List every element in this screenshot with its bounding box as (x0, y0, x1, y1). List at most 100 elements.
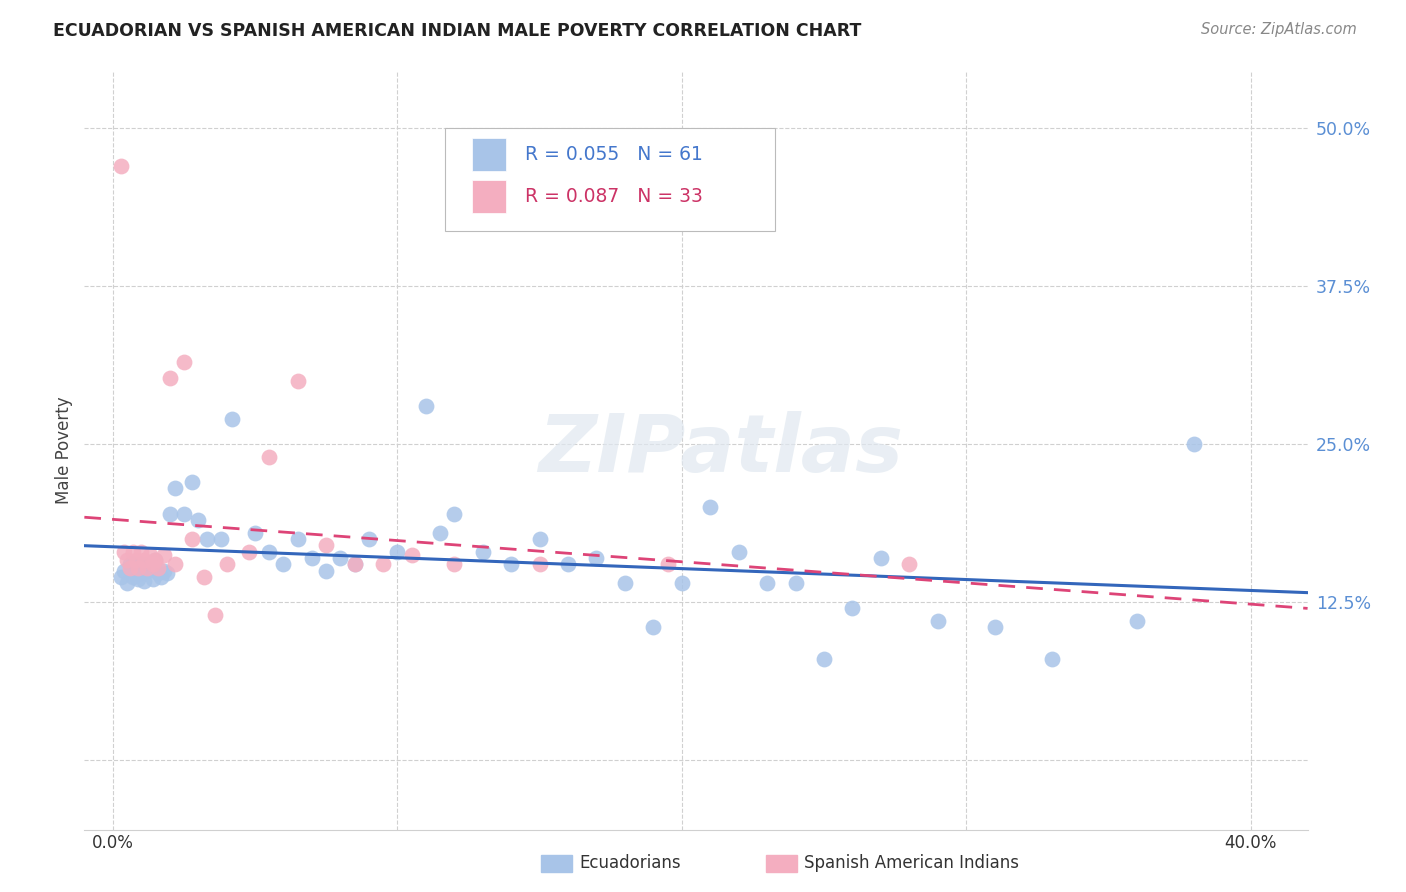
Point (1040, 652, 1063, 666)
Point (127, 573, 149, 587)
Point (142, 557, 165, 572)
Y-axis label: Male Poverty: Male Poverty (55, 397, 73, 504)
Point (150, 570, 173, 584)
Point (927, 614, 949, 628)
Point (387, 544, 409, 558)
Point (173, 507, 195, 521)
Point (181, 532, 204, 546)
Point (756, 576, 779, 591)
Point (129, 544, 152, 558)
Point (1182, 437, 1205, 451)
Point (112, 544, 135, 558)
Point (209, 532, 232, 546)
Point (121, 570, 143, 584)
Point (301, 550, 323, 565)
Point (132, 553, 155, 567)
Text: Source: ZipAtlas.com: Source: ZipAtlas.com (1201, 22, 1357, 37)
Point (129, 566, 152, 580)
Point (148, 561, 170, 575)
Point (287, 374, 309, 388)
Point (529, 532, 551, 546)
Point (181, 475, 204, 489)
Point (657, 557, 679, 572)
Point (557, 557, 579, 572)
Point (121, 544, 143, 558)
Point (401, 549, 423, 563)
Bar (472, 180, 506, 212)
Point (983, 620, 1005, 634)
Point (136, 561, 159, 575)
Point (136, 564, 159, 578)
Point (243, 525, 266, 540)
Point (898, 557, 921, 572)
Point (727, 544, 749, 558)
Point (129, 557, 152, 572)
Point (585, 550, 607, 565)
Point (343, 557, 366, 572)
Point (139, 549, 162, 563)
Point (124, 566, 146, 580)
Point (221, 412, 243, 426)
Point (429, 525, 451, 540)
Point (315, 564, 337, 578)
Point (153, 564, 176, 578)
Point (153, 549, 176, 563)
FancyBboxPatch shape (446, 128, 776, 230)
Point (415, 399, 437, 413)
Point (145, 553, 167, 567)
Point (443, 557, 465, 572)
Point (671, 576, 693, 591)
Point (259, 544, 281, 558)
Point (124, 561, 146, 575)
Point (112, 564, 135, 578)
Text: Ecuadorians: Ecuadorians (579, 855, 681, 872)
Point (471, 544, 494, 558)
Point (357, 532, 380, 546)
Point (165, 482, 187, 496)
Point (132, 574, 155, 588)
Point (343, 557, 366, 572)
Point (329, 550, 352, 565)
Point (785, 576, 807, 591)
Point (110, 570, 132, 584)
Text: Spanish American Indians: Spanish American Indians (804, 855, 1019, 872)
Point (187, 513, 209, 527)
Point (139, 557, 162, 572)
Bar (472, 138, 506, 170)
Point (159, 507, 181, 521)
Point (118, 561, 141, 575)
Point (118, 557, 141, 572)
Point (315, 538, 337, 552)
Point (1126, 614, 1149, 628)
Point (121, 557, 143, 572)
Text: R = 0.087   N = 33: R = 0.087 N = 33 (524, 186, 703, 206)
Point (259, 450, 281, 464)
Point (841, 601, 863, 615)
Point (148, 566, 170, 580)
Point (159, 371, 181, 385)
Point (813, 652, 835, 666)
Text: R = 0.055   N = 61: R = 0.055 N = 61 (524, 145, 703, 164)
Point (110, 159, 132, 173)
Point (195, 532, 218, 546)
Point (145, 553, 167, 567)
Point (115, 576, 138, 591)
Point (204, 607, 226, 622)
Point (870, 550, 893, 565)
Point (173, 355, 195, 369)
Point (643, 620, 665, 634)
Point (273, 557, 295, 572)
Point (371, 557, 394, 572)
Point (193, 570, 215, 584)
Point (443, 507, 465, 521)
Point (165, 557, 187, 572)
Point (499, 557, 522, 572)
Point (613, 576, 636, 591)
Point (156, 566, 179, 580)
Point (142, 573, 165, 587)
Point (529, 557, 551, 572)
Point (215, 557, 238, 572)
Text: ECUADORIAN VS SPANISH AMERICAN INDIAN MALE POVERTY CORRELATION CHART: ECUADORIAN VS SPANISH AMERICAN INDIAN MA… (53, 22, 862, 40)
Text: ZIPatlas: ZIPatlas (538, 411, 903, 490)
Point (287, 532, 309, 546)
